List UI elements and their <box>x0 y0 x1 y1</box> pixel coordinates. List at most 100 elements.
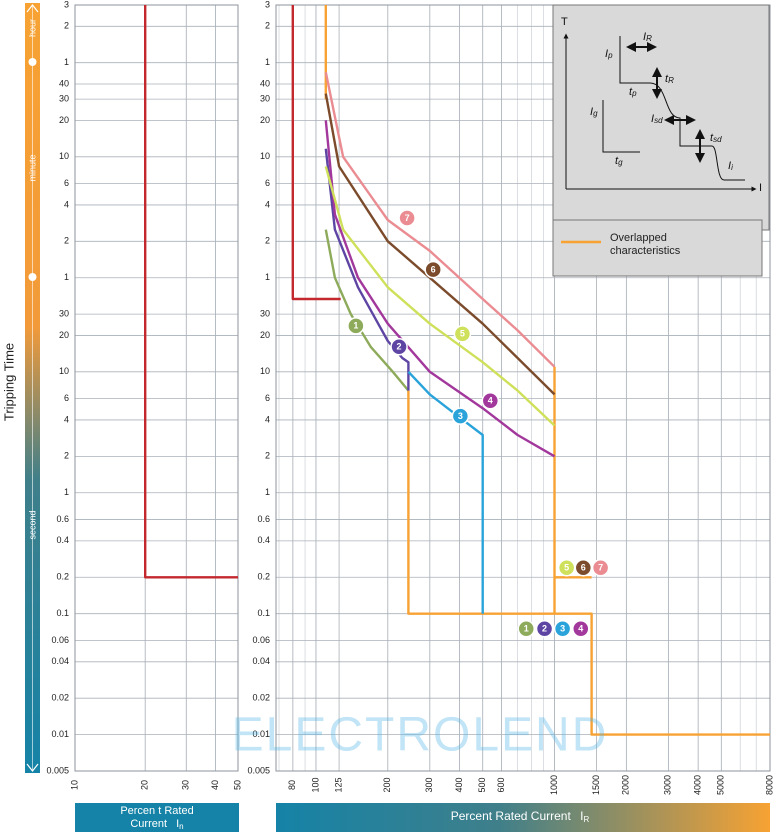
bar-arrow <box>26 4 39 772</box>
series-line <box>324 93 556 396</box>
series-line <box>324 120 556 458</box>
badge-label: 1 <box>524 624 529 634</box>
y-tick-label: 0.01 <box>51 729 69 739</box>
x-axis-title: Percent Rated Current IR <box>451 809 590 824</box>
y-tick-label: 6 <box>64 178 69 188</box>
x-tick-label: 80 <box>287 780 297 790</box>
y-tick-label: 40 <box>59 78 69 88</box>
y-tick-label: 2 <box>64 21 69 31</box>
badge-label: 6 <box>581 563 586 573</box>
series-line <box>144 5 238 579</box>
y-tick-label: 0.04 <box>51 656 69 666</box>
watermark: ELECTROLEND <box>232 709 609 762</box>
y-tick-label: 0.005 <box>46 765 69 775</box>
inset-label: tg <box>615 155 623 167</box>
unit-label: minute <box>27 154 37 181</box>
x-label-box <box>276 803 770 832</box>
legend-text: Overlapped characteristics <box>610 232 681 257</box>
y-tick-label: 10 <box>260 366 270 376</box>
badge <box>481 392 500 410</box>
y-tick-label: 10 <box>59 366 69 376</box>
x-tick-label: 600 <box>496 777 506 792</box>
inset-label: Ip <box>605 48 613 60</box>
panel <box>74 4 239 772</box>
y-tick-label: 30 <box>59 93 69 103</box>
y-tick-label: 2 <box>64 236 69 246</box>
inset-label: Isd <box>651 113 663 125</box>
y-tick-label: 3 <box>64 0 69 9</box>
y-tick-label: 40 <box>260 78 270 88</box>
x-tick-label: 300 <box>424 777 434 792</box>
unit-label: second <box>27 510 37 539</box>
inset-label: Ig <box>590 106 598 118</box>
badge <box>398 209 416 227</box>
x-tick-label: 3000 <box>663 775 673 795</box>
badge <box>347 317 365 335</box>
badge-label: 3 <box>458 411 463 421</box>
x-axis-title: Percen t Rated <box>120 805 193 817</box>
y-tick-label: 20 <box>260 115 270 125</box>
badge <box>553 620 572 638</box>
y-tick-label: 0.2 <box>56 572 69 582</box>
legend-text-box: Overlapped characteristics <box>610 232 681 257</box>
x-tick-label: 125 <box>333 777 343 792</box>
x-tick-label: 2000 <box>621 775 631 795</box>
badge-label: 7 <box>598 563 603 573</box>
x-tick-label: 40 <box>210 780 220 790</box>
x-tick-label: 30 <box>181 780 191 790</box>
badge-label: 2 <box>397 342 402 352</box>
y-axis-title: Tripping Time <box>1 343 16 421</box>
x-tick-label: 500 <box>477 777 487 792</box>
y-tick-label: 4 <box>265 414 270 424</box>
y-tick-label: 1 <box>265 272 270 282</box>
x-tick-label: 8000 <box>764 775 774 795</box>
badge <box>453 325 472 343</box>
badge-label: 2 <box>542 624 547 634</box>
y-tick-label: 0.02 <box>51 693 69 703</box>
y-tick-label: 4 <box>64 414 69 424</box>
badge <box>572 620 590 638</box>
inset-label: I <box>759 182 762 194</box>
y-tick-label: 3 <box>265 0 270 9</box>
y-tick-label: 20 <box>59 330 69 340</box>
y-tick-label: 0.06 <box>252 635 270 645</box>
inset-curve <box>602 100 640 153</box>
y-tick-label: 6 <box>64 393 69 403</box>
y-tick-label: 1 <box>64 57 69 67</box>
inset: T I IR tR Ip tp Ig tg Isd tsd Ii <box>552 4 770 231</box>
y-tick-label: 0.6 <box>257 514 270 524</box>
badge <box>451 407 470 425</box>
y-tick-label: 10 <box>260 151 270 161</box>
series-line <box>324 148 410 391</box>
y-tick-label: 0.06 <box>51 635 69 645</box>
inset-box <box>552 4 770 231</box>
badge-label: 6 <box>431 265 436 275</box>
series-line <box>324 166 556 427</box>
bar-dot <box>28 273 37 281</box>
y-tick-label: 4 <box>265 199 270 209</box>
series-line <box>291 5 341 301</box>
unit-label: hour <box>27 19 37 37</box>
badge-label: 7 <box>405 213 410 223</box>
y-tick-label: 20 <box>59 115 69 125</box>
y-tick-label: 10 <box>59 151 69 161</box>
x-axis-title: Current In <box>130 818 183 831</box>
y-tick-label: 30 <box>59 308 69 318</box>
y-tick-label: 0.02 <box>252 693 270 703</box>
panel-border <box>74 4 239 772</box>
y-tick-label: 0.2 <box>257 572 270 582</box>
badge-label: 5 <box>564 563 569 573</box>
inset-label: tp <box>629 86 637 98</box>
legend-box <box>552 219 763 277</box>
bar-dot <box>28 58 37 66</box>
y-tick-label: 2 <box>265 451 270 461</box>
badge-label: 4 <box>488 396 493 406</box>
y-tick-label: 0.4 <box>56 535 69 545</box>
badge <box>390 338 408 356</box>
badge-label: 3 <box>560 624 565 634</box>
badge-label: 1 <box>353 321 358 331</box>
y-tick-label: 30 <box>260 308 270 318</box>
y-tick-label: 6 <box>265 178 270 188</box>
y-tick-label: 1 <box>265 57 270 67</box>
